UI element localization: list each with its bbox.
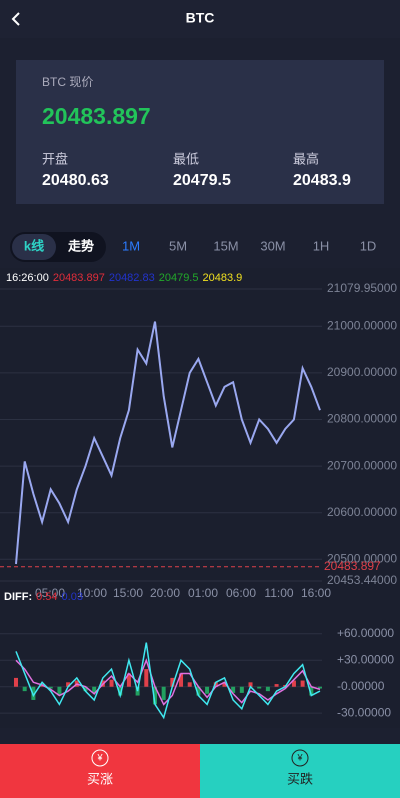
- y-tick-label: 20500.00000: [327, 551, 397, 565]
- legend-item: 0.03: [62, 591, 83, 603]
- stat-value: 20479.5: [173, 172, 231, 189]
- macd-bar: [231, 686, 236, 693]
- y-tick-label: 20600.00000: [327, 505, 397, 519]
- macd-bar: [109, 679, 114, 687]
- x-tick-label: 01:00: [188, 586, 218, 600]
- stat-label: 最高: [293, 151, 319, 166]
- header-bar: [0, 0, 400, 38]
- macd-bar: [57, 686, 62, 696]
- current-price-label: 20483.897: [324, 559, 381, 573]
- x-tick-label: 05:00: [35, 586, 65, 600]
- y-tick-label: 20700.00000: [327, 458, 397, 472]
- macd-bar: [126, 673, 131, 687]
- macd-bar: [170, 677, 175, 687]
- period-tab[interactable]: 5M: [169, 238, 187, 253]
- macd-bar: [196, 686, 201, 696]
- x-tick-label: 15:00: [113, 586, 143, 600]
- y-tick-label: +30.00000: [337, 652, 394, 666]
- mode-active: [12, 234, 56, 260]
- macd-bar: [161, 686, 166, 700]
- icon: ¥: [296, 752, 303, 762]
- macd-bar: [213, 682, 218, 687]
- macd-bar: [257, 686, 262, 689]
- x-tick-label: 10:00: [77, 586, 107, 600]
- y-tick-label: -30.00000: [337, 705, 391, 719]
- period-tab[interactable]: 1H: [313, 238, 330, 253]
- y-tick-label: 20800.00000: [327, 412, 397, 426]
- button-label: 买跌: [287, 771, 313, 786]
- icon: ¥: [96, 752, 103, 762]
- macd-bar: [152, 686, 157, 705]
- macd-bar: [66, 682, 71, 687]
- series-line: [15, 642, 321, 720]
- macd-bar: [291, 680, 296, 687]
- current-price: 20483.897: [42, 103, 151, 129]
- y-tick-label: 21079.95000: [327, 281, 397, 295]
- macd-bar: [22, 686, 27, 692]
- price-label: BTC 现价: [42, 75, 93, 89]
- macd-bar: [274, 684, 279, 687]
- y-tick-label: 20453.44000: [327, 573, 397, 587]
- legend-item: 16:26:00: [6, 272, 49, 284]
- macd-bar: [144, 669, 149, 687]
- legend-item: 0.54: [36, 591, 57, 603]
- macd-bar: [187, 682, 192, 687]
- stat-value: 20480.63: [42, 172, 109, 189]
- series-line: [15, 321, 321, 565]
- stat-value: 20483.9: [293, 172, 351, 189]
- x-tick-label: 11:00: [264, 586, 293, 600]
- legend-item: 20483.9: [202, 272, 242, 284]
- x-tick-label: 16:00: [301, 586, 331, 600]
- icon: [291, 749, 309, 767]
- period-tab[interactable]: 15M: [213, 238, 238, 253]
- macd-bar: [83, 686, 88, 692]
- macd-bar: [265, 686, 270, 692]
- back-button[interactable]: [11, 12, 20, 26]
- macd-bar: [118, 686, 123, 696]
- x-tick-label: 06:00: [226, 586, 256, 600]
- buy-up-button[interactable]: [0, 744, 200, 798]
- period-tab[interactable]: 30M: [260, 238, 285, 253]
- macd-bar: [248, 682, 253, 687]
- macd-bar: [48, 686, 53, 689]
- y-tick-label: 20900.00000: [327, 365, 397, 379]
- stat-label: 开盘: [42, 151, 68, 166]
- price-card: [16, 60, 384, 204]
- macd-bar: [31, 686, 36, 700]
- y-tick-label: -0.00000: [337, 679, 385, 693]
- y-tick-label: +60.00000: [337, 626, 394, 640]
- macd-bar: [179, 673, 184, 687]
- buy-down-button[interactable]: [200, 744, 400, 798]
- macd-bar: [318, 686, 322, 689]
- button-label: 买涨: [87, 771, 113, 786]
- macd-bar: [239, 686, 244, 693]
- chart-area: [0, 268, 400, 728]
- macd-bar: [309, 686, 314, 696]
- title: BTC: [186, 10, 215, 26]
- legend-item: 20482.83: [109, 272, 155, 284]
- mode-tab[interactable]: 走势: [68, 238, 94, 253]
- stat-label: 最低: [173, 151, 199, 166]
- legend-item: 20483.897: [53, 272, 105, 284]
- period-tab[interactable]: 1M: [122, 238, 140, 253]
- macd-bar: [14, 677, 18, 687]
- legend-item: 20479.5: [159, 272, 199, 284]
- macd-bar: [222, 682, 227, 687]
- period-tab[interactable]: 1D: [360, 238, 377, 253]
- legend-item: DIFF:: [4, 591, 32, 603]
- y-tick-label: 21000.00000: [327, 318, 397, 332]
- mode-tab[interactable]: k线: [24, 238, 44, 253]
- macd-bar: [92, 686, 97, 693]
- macd-bar: [205, 686, 210, 694]
- x-tick-label: 20:00: [150, 586, 180, 600]
- macd-bar: [300, 680, 305, 687]
- icon: [91, 749, 109, 767]
